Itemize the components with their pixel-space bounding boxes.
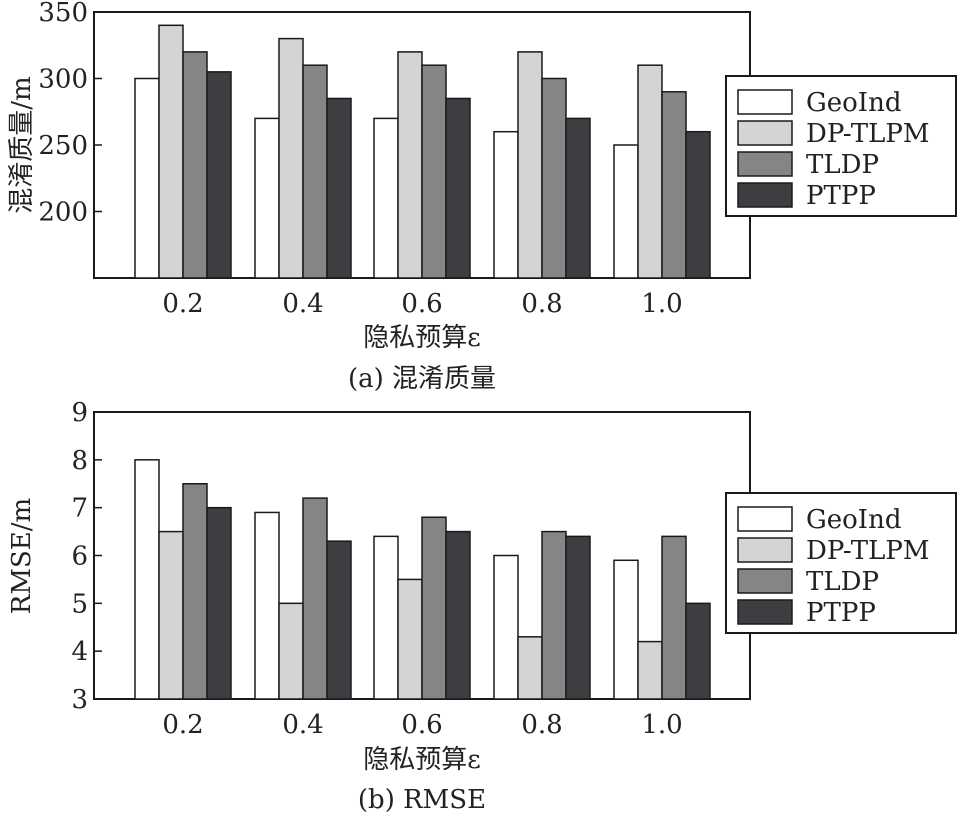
chart-b-x-ticks: 0.2 0.4 0.6 0.8 1.0 <box>162 710 682 740</box>
x-tick-label: 0.4 <box>282 710 323 740</box>
legend-label-geoind: GeoInd <box>806 88 901 118</box>
legend-swatch-dp-tlpm <box>737 120 793 146</box>
bar-ptpp-1-0 <box>685 130 711 279</box>
y-tick-label: 4 <box>71 637 88 667</box>
x-tick-label: 0.8 <box>521 289 562 319</box>
bar-dp-tlpm-1-0 <box>637 640 663 700</box>
y-tick-label: 6 <box>71 542 88 572</box>
x-tick-label: 0.8 <box>521 710 562 740</box>
bar-geoind-1-0 <box>613 144 639 279</box>
bar-dp-tlpm-0-2 <box>158 530 184 700</box>
legend-swatch-dp-tlpm <box>737 537 793 563</box>
legend-swatch-geoind <box>737 89 793 115</box>
bar-ptpp-0-2 <box>206 71 232 279</box>
legend-label-tldp: TLDP <box>806 567 879 597</box>
bar-geoind-0-8 <box>493 554 519 700</box>
chart-a-bars <box>134 24 711 279</box>
bar-tldp-1-0 <box>661 91 687 279</box>
legend-swatch-tldp <box>737 568 793 594</box>
bar-tldp-0-8 <box>541 77 567 279</box>
legend-label-dp-tlpm: DP-TLPM <box>806 119 930 149</box>
chart-a-y-axis-label: 混淆质量/m <box>7 76 37 213</box>
legend-label-ptpp: PTPP <box>806 181 876 211</box>
y-tick-label: 3 <box>71 685 88 715</box>
bar-ptpp-0-4 <box>326 97 352 279</box>
bar-dp-tlpm-0-8 <box>517 51 543 279</box>
legend-label-dp-tlpm: DP-TLPM <box>806 536 930 566</box>
bar-tldp-0-8 <box>541 530 567 700</box>
bar-geoind-0-4 <box>254 511 280 700</box>
chart-a-y-ticks: 200 250 300 350 <box>38 0 102 228</box>
x-tick-label: 0.4 <box>282 289 323 319</box>
bar-ptpp-0-8 <box>565 117 591 279</box>
chart-a-x-ticks: 0.2 0.4 0.6 0.8 1.0 <box>162 289 682 319</box>
bar-geoind-0-4 <box>254 117 280 279</box>
y-tick-label: 250 <box>38 131 88 161</box>
x-tick-label: 0.6 <box>401 710 442 740</box>
y-tick-label: 300 <box>38 65 88 95</box>
bar-tldp-1-0 <box>661 535 687 700</box>
legend-swatch-ptpp <box>737 182 793 208</box>
y-tick-label: 7 <box>71 494 88 524</box>
bar-ptpp-1-0 <box>685 602 711 700</box>
legend-label-ptpp: PTPP <box>806 598 876 628</box>
bar-tldp-0-6 <box>421 64 447 279</box>
legend-swatch-ptpp <box>737 599 793 625</box>
x-tick-label: 0.2 <box>162 289 203 319</box>
chart-b-y-ticks: 3 4 5 6 7 8 9 <box>71 398 102 715</box>
bar-tldp-0-2 <box>182 51 208 279</box>
legend-swatch-tldp <box>737 151 793 177</box>
y-tick-label: 200 <box>38 198 88 228</box>
bar-ptpp-0-6 <box>445 530 471 700</box>
chart-b-caption: (b) RMSE <box>358 785 486 815</box>
y-tick-label: 9 <box>71 398 88 428</box>
bar-tldp-0-4 <box>302 64 328 279</box>
bar-dp-tlpm-0-6 <box>397 578 423 700</box>
bar-tldp-0-2 <box>182 483 208 700</box>
chart-a-caption: (a) 混淆质量 <box>348 364 496 394</box>
chart-b-y-axis-label: RMSE/m <box>7 498 37 614</box>
x-tick-label: 0.2 <box>162 710 203 740</box>
bar-ptpp-0-8 <box>565 535 591 700</box>
y-tick-label: 5 <box>71 589 88 619</box>
bar-dp-tlpm-0-2 <box>158 24 184 279</box>
chart-a: 200 250 300 350 0.2 0.4 0.6 0.8 1.0 混淆质量/m 隐私预算… <box>7 0 957 394</box>
bar-tldp-0-6 <box>421 516 447 700</box>
bar-geoind-0-2 <box>134 459 160 700</box>
bar-dp-tlpm-0-6 <box>397 51 423 279</box>
bar-tldp-0-4 <box>302 497 328 700</box>
x-tick-label: 1.0 <box>641 289 682 319</box>
y-tick-label: 8 <box>71 446 88 476</box>
chart-b-bars <box>134 459 711 700</box>
bar-ptpp-0-6 <box>445 97 471 279</box>
legend-swatch-geoind <box>737 506 793 532</box>
bar-geoind-0-6 <box>373 117 399 279</box>
bar-geoind-1-0 <box>613 559 639 700</box>
chart-b: 3 4 5 6 7 8 9 0.2 0.4 0.6 0.8 1.0 RMSE/m 隐私预算ε (b)… <box>7 398 957 815</box>
bar-geoind-0-2 <box>134 77 160 279</box>
bar-dp-tlpm-0-4 <box>278 37 304 279</box>
bar-dp-tlpm-0-4 <box>278 602 304 700</box>
legend-label-geoind: GeoInd <box>806 505 901 535</box>
bar-dp-tlpm-1-0 <box>637 64 663 279</box>
chart-a-x-axis-label: 隐私预算ε <box>363 323 480 353</box>
bar-geoind-0-8 <box>493 130 519 279</box>
x-tick-label: 0.6 <box>401 289 442 319</box>
bar-ptpp-0-2 <box>206 506 232 700</box>
legend-label-tldp: TLDP <box>806 150 879 180</box>
y-tick-label: 350 <box>38 0 88 28</box>
bar-ptpp-0-4 <box>326 540 352 700</box>
bar-dp-tlpm-0-8 <box>517 636 543 700</box>
chart-b-x-axis-label: 隐私预算ε <box>363 745 480 775</box>
x-tick-label: 1.0 <box>641 710 682 740</box>
bar-geoind-0-6 <box>373 535 399 700</box>
